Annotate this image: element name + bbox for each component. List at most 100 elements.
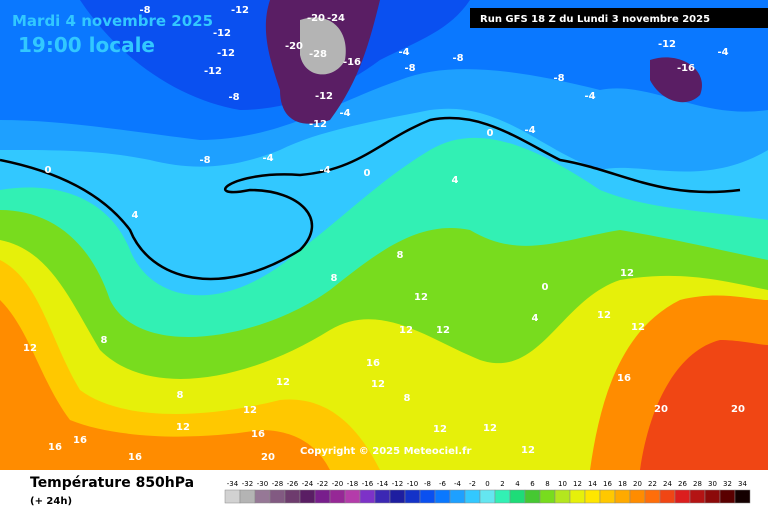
scale-label: 16 [603, 480, 612, 488]
scale-label: 2 [500, 480, 504, 488]
contour-label: 0 [487, 128, 494, 139]
scale-label: -28 [272, 480, 283, 488]
contour-label: -12 [658, 39, 676, 50]
contour-label: -12 [309, 119, 327, 130]
scale-swatch [464, 489, 481, 504]
scale-label: -26 [287, 480, 299, 488]
date: Mardi 4 novembre 2025 [12, 12, 213, 30]
scale-label: 10 [558, 480, 567, 488]
contour-label: 16 [366, 358, 380, 369]
contour-label: 8 [404, 393, 411, 404]
scale-swatch [659, 489, 676, 504]
scale-swatch [329, 489, 346, 504]
scale-label: -22 [317, 480, 328, 488]
contour-label: 12 [483, 423, 497, 434]
warm-zone [0, 260, 380, 470]
footer-title: Température 850hPa [30, 475, 194, 491]
contour-label: 16 [128, 452, 142, 463]
scale-swatch [434, 489, 451, 504]
scale-swatch [494, 489, 511, 504]
scale-label: 24 [663, 480, 672, 488]
scale-label: 14 [588, 480, 597, 488]
contour-label: 20 [261, 452, 275, 463]
scale-swatch [554, 489, 571, 504]
contour-label: 12 [521, 445, 535, 456]
contour-label: -28 [309, 49, 327, 60]
scale-label: 30 [708, 480, 717, 488]
scale-label: 20 [633, 480, 642, 488]
scale-swatch [404, 489, 421, 504]
scale-swatch [599, 489, 616, 504]
time: 19:00 locale [18, 33, 155, 57]
scale-swatch [254, 489, 271, 504]
scale-label: -24 [302, 480, 314, 488]
scale-label: 0 [485, 480, 489, 488]
scale-swatch [449, 489, 466, 504]
contour-label: 8 [397, 250, 404, 261]
scale-label: -14 [377, 480, 389, 488]
scale-swatch [314, 489, 331, 504]
warm-zone [0, 240, 768, 470]
scale-swatch [509, 489, 526, 504]
scale-label: 12 [573, 480, 582, 488]
scale-swatch [689, 489, 706, 504]
scale-swatch [584, 489, 601, 504]
contour-label: -20 [307, 13, 325, 24]
scale-label: 18 [618, 480, 627, 488]
contour-label: 8 [177, 390, 184, 401]
scale-swatch [389, 489, 406, 504]
scale-label: 28 [693, 480, 702, 488]
scale-label: 26 [678, 480, 687, 488]
scale-swatch [299, 489, 316, 504]
contour-label: -12 [213, 28, 231, 39]
contour-label: 0 [364, 168, 371, 179]
scale-swatch [629, 489, 646, 504]
contour-label: -8 [228, 92, 239, 103]
scale-label: -32 [242, 480, 253, 488]
contour-label: -24 [327, 13, 345, 24]
contour-label: 12 [276, 377, 290, 388]
scale-swatch [524, 489, 541, 504]
contour-label: 4 [532, 313, 539, 324]
scale-label: -4 [454, 480, 462, 488]
scale-label: -6 [439, 480, 447, 488]
scale-label: 34 [738, 480, 747, 488]
scale-swatch [374, 489, 391, 504]
contour-label: -4 [319, 165, 330, 176]
contour-label: 0 [542, 282, 549, 293]
contour-label: 4 [132, 210, 139, 221]
contour-label: -8 [452, 53, 463, 64]
contour-label: 12 [620, 268, 634, 279]
scale-label: -16 [362, 480, 374, 488]
scale-swatch [344, 489, 361, 504]
footer-lead: (+ 24h) [30, 496, 72, 507]
contour-label: 16 [48, 442, 62, 453]
contour-label: -12 [217, 48, 235, 59]
contour-label: 12 [399, 325, 413, 336]
scale-swatch [539, 489, 556, 504]
scale-label: -2 [469, 480, 476, 488]
contour-label: 4 [452, 175, 459, 186]
scale-label: -30 [257, 480, 268, 488]
contour-label: 12 [23, 343, 37, 354]
contour-label: 12 [371, 379, 385, 390]
cold-core [300, 17, 346, 75]
scale-label: 4 [515, 480, 520, 488]
contour-label: -12 [315, 91, 333, 102]
warm-zone [0, 300, 330, 470]
scale-swatch [644, 489, 661, 504]
scale-label: -20 [332, 480, 343, 488]
run-info: Run GFS 18 Z du Lundi 3 novembre 2025 [480, 14, 710, 25]
scale-swatch [239, 489, 256, 504]
contour-label: 20 [731, 404, 745, 415]
scale-swatch [284, 489, 301, 504]
contour-label: -4 [339, 108, 350, 119]
contour-label: -8 [139, 5, 150, 16]
scale-swatch [224, 489, 241, 504]
contour-label: 16 [73, 435, 87, 446]
contour-label: -4 [524, 125, 535, 136]
scale-swatch [359, 489, 376, 504]
contour-label: -4 [717, 47, 728, 58]
contour-label: 12 [243, 405, 257, 416]
